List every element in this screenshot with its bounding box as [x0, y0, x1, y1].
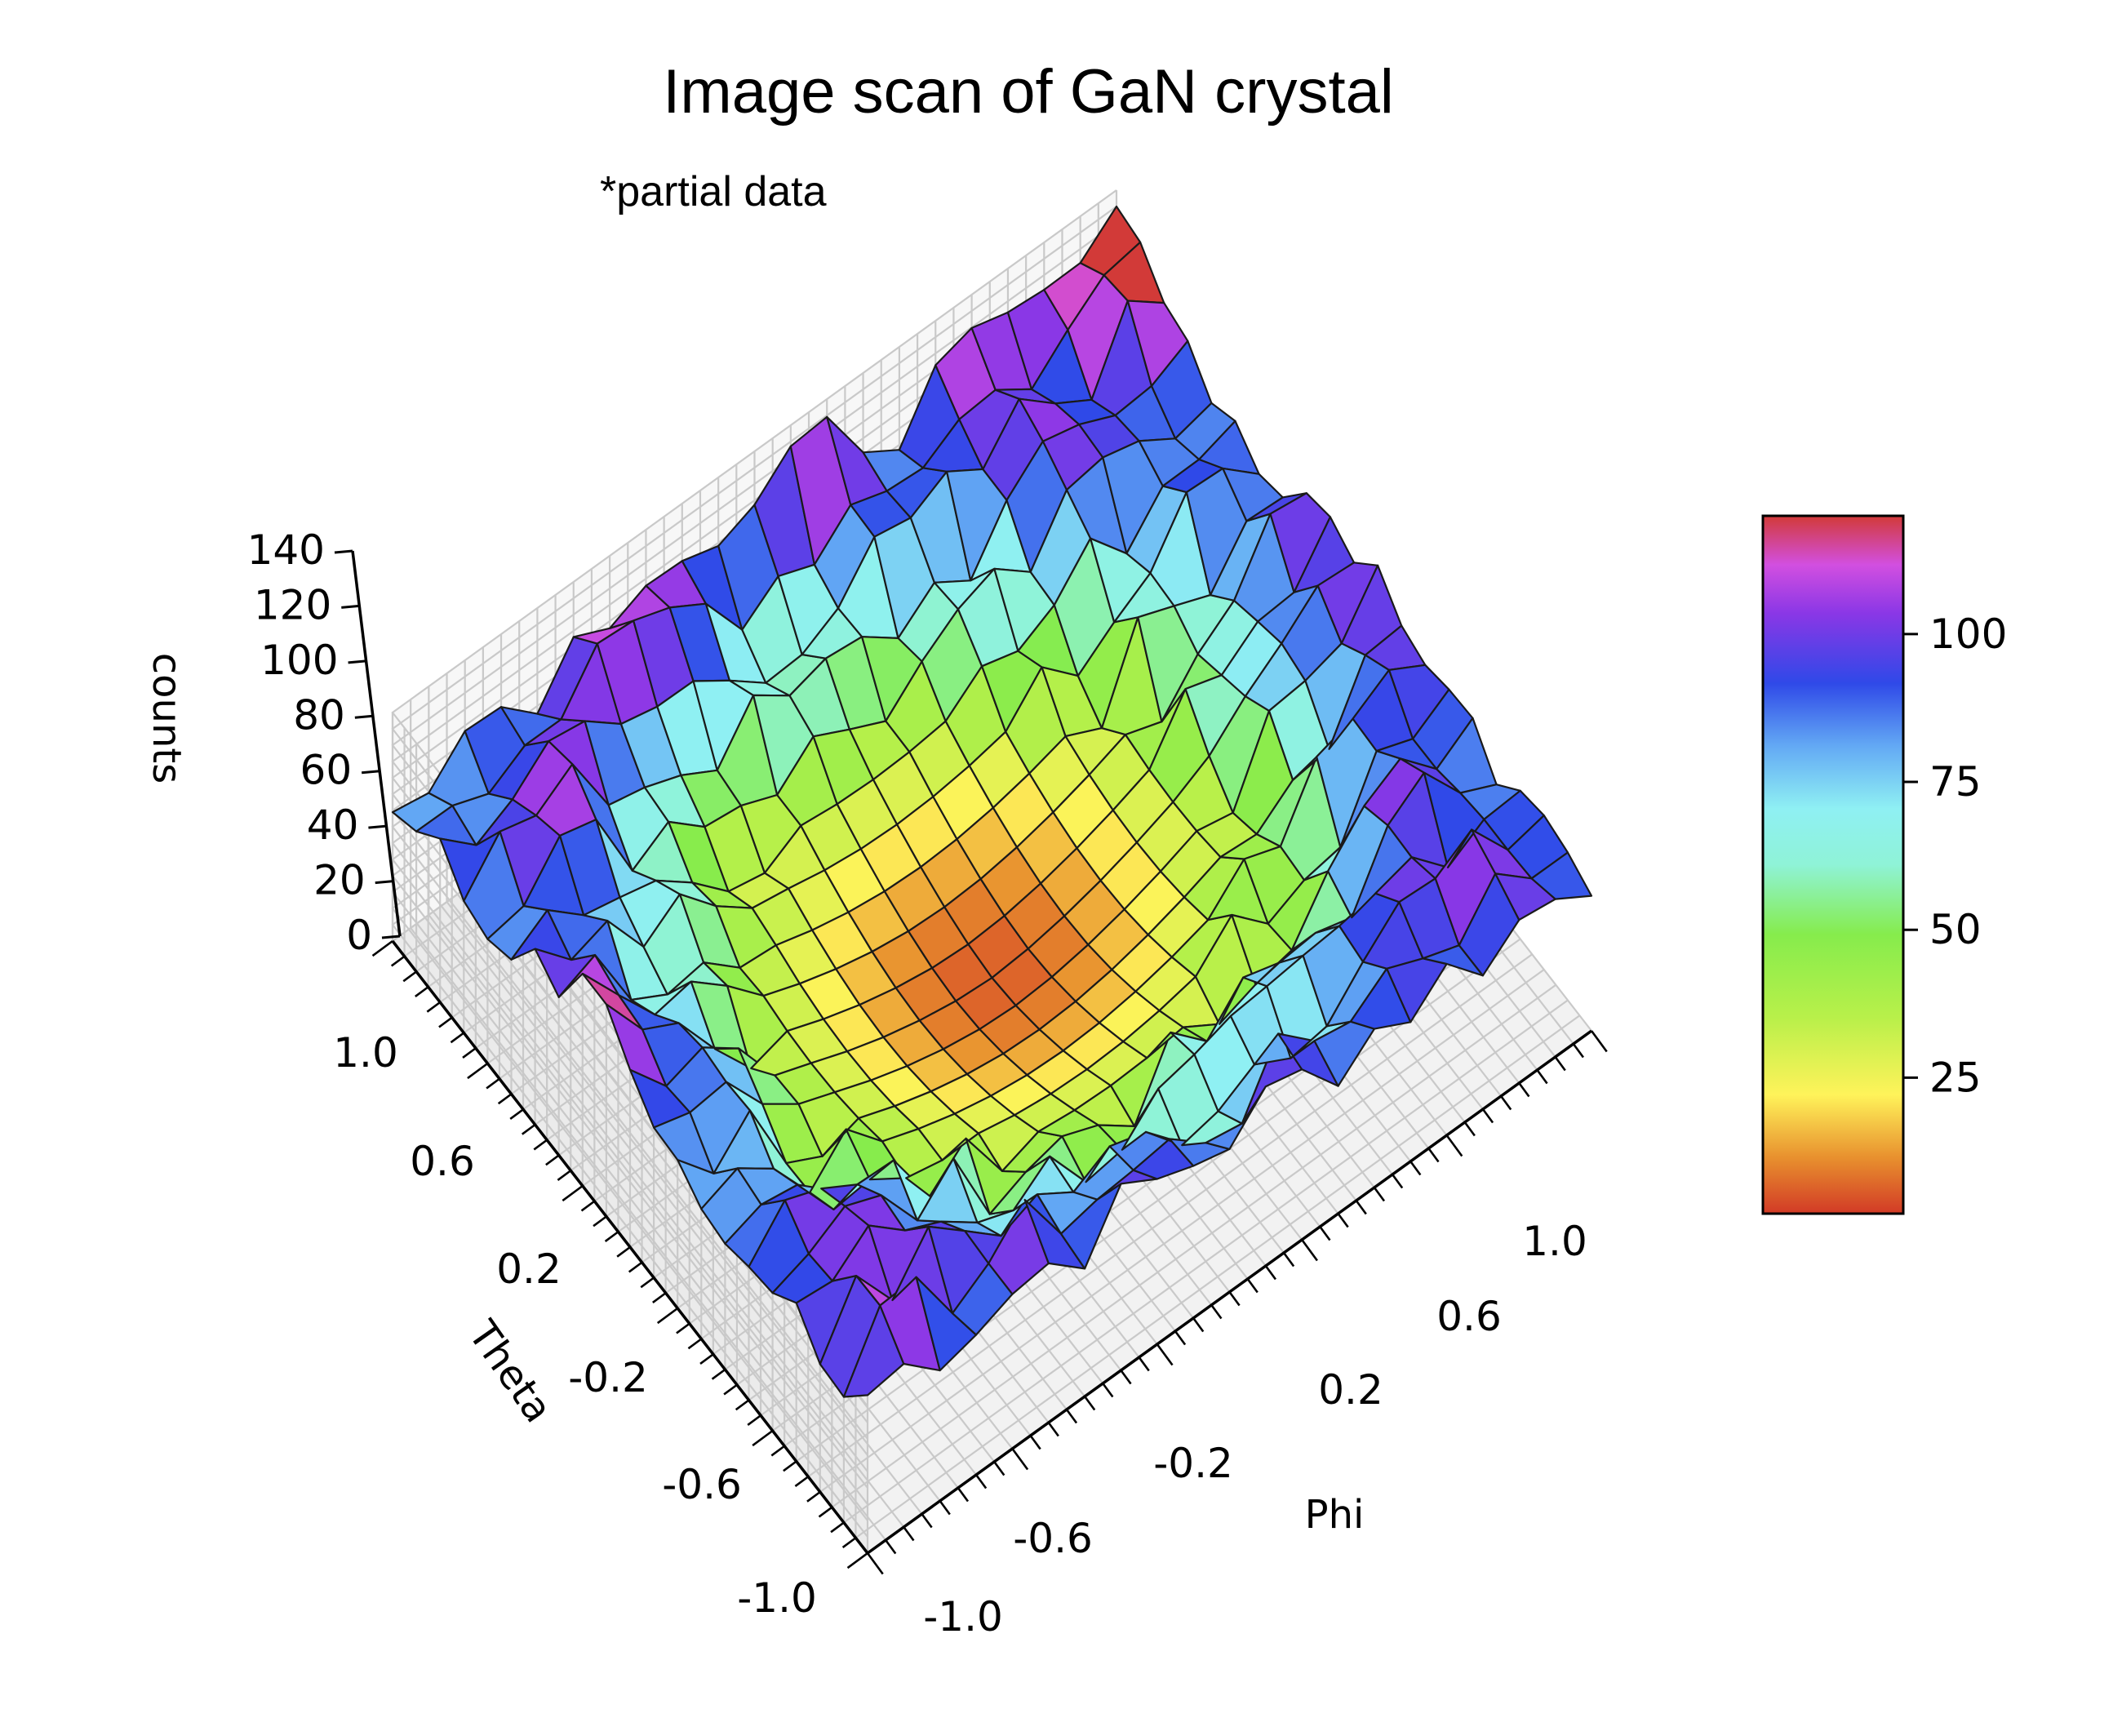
counts-tick-label: 100 — [260, 637, 338, 684]
theta-tick-label: 0.6 — [410, 1138, 475, 1185]
counts-tick-label: 80 — [293, 691, 345, 739]
colorbar-body — [1761, 514, 1905, 1215]
counts-tick-label: 20 — [313, 857, 366, 904]
colorbar-tick-label: 100 — [1929, 610, 2007, 658]
counts-tick-label: 0 — [346, 912, 372, 959]
z-axis-label: counts — [144, 653, 189, 784]
phi-tick-label: 0.6 — [1436, 1293, 1502, 1340]
colorbar-tick-label: 50 — [1929, 906, 1982, 953]
counts-tick-label: 140 — [247, 526, 325, 574]
chart-subtitle: *partial data — [600, 168, 827, 215]
surface-facet — [1530, 851, 1593, 900]
axis-lines — [334, 549, 1608, 1575]
surface-plot — [391, 205, 1593, 1398]
colorbar-tick-label: 25 — [1929, 1054, 1982, 1101]
x-axis-label: Phi — [1305, 1492, 1365, 1538]
counts-axis — [351, 550, 402, 937]
colorbar: 25 50 75 100 — [1761, 514, 2007, 1215]
y-axis-label: Theta — [459, 1312, 561, 1432]
theta-tick-label: -0.2 — [568, 1354, 648, 1401]
theta-tick-label: -1.0 — [737, 1574, 817, 1622]
phi-tick-label: -0.6 — [1013, 1515, 1093, 1562]
counts-tick-label: 120 — [254, 581, 331, 628]
counts-tick-label: 60 — [300, 747, 353, 794]
phi-tick-label: -0.2 — [1153, 1440, 1233, 1487]
phi-tick-label: 1.0 — [1522, 1218, 1587, 1265]
theta-tick-label: -0.6 — [662, 1461, 742, 1508]
theta-tick-label: 1.0 — [333, 1029, 398, 1077]
theta-tick-label: 0.2 — [496, 1245, 562, 1293]
phi-tick-label: 0.2 — [1318, 1366, 1383, 1414]
chart-title: Image scan of GaN crystal — [663, 57, 1393, 127]
tick-labels: -1.0-0.6-0.20.20.61.0-1.0-0.6-0.20.20.61… — [247, 526, 1587, 1641]
counts-tick-label: 40 — [307, 801, 359, 849]
phi-tick-label: -1.0 — [923, 1593, 1003, 1641]
colorbar-tick-label: 75 — [1929, 758, 1982, 806]
